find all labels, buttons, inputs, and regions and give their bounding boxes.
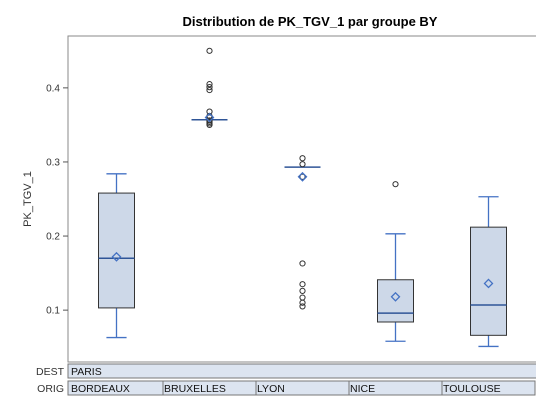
orig-cell-label: LYON xyxy=(257,383,285,395)
y-tick-label: 0.4 xyxy=(46,83,60,94)
outlier-point xyxy=(299,173,306,180)
outlier-point xyxy=(299,161,306,168)
y-tick-label: 0.1 xyxy=(46,306,60,317)
y-axis-label: PK_TGV_1 xyxy=(22,171,34,227)
mean-marker xyxy=(297,171,308,182)
box-series xyxy=(98,47,507,348)
box-bordeaux xyxy=(98,173,135,339)
iqr-box xyxy=(98,192,135,309)
box-nice xyxy=(377,181,414,342)
outlier-point xyxy=(299,260,306,267)
plot-area xyxy=(67,35,536,363)
mean-marker xyxy=(390,291,401,302)
outlier-point xyxy=(299,287,306,294)
orig-label: ORIG xyxy=(37,383,64,395)
outlier-point xyxy=(299,281,306,288)
box-toulouse xyxy=(470,196,507,348)
mean-marker xyxy=(111,251,122,262)
box-lyon xyxy=(284,155,321,310)
outlier-point xyxy=(206,47,213,54)
group-bands: DEST PARIS ORIG BORDEAUX BRUXELLES LYON NICE TO… xyxy=(36,363,536,396)
y-tick-label: 0.2 xyxy=(46,232,60,243)
orig-cell-label: BORDEAUX xyxy=(71,383,130,395)
dest-cell xyxy=(67,363,536,379)
orig-cell xyxy=(441,380,536,396)
orig-cell-label: TOULOUSE xyxy=(443,383,501,395)
box-bruxelles xyxy=(191,47,228,129)
y-tick-label: 0.3 xyxy=(46,157,60,168)
outlier-point xyxy=(206,117,213,124)
orig-cell-label: NICE xyxy=(350,383,375,395)
mean-marker xyxy=(483,278,494,289)
outlier-point xyxy=(206,86,213,94)
y-axis: 0.1 0.2 0.3 0.4 xyxy=(46,83,68,317)
iqr-box xyxy=(470,226,507,336)
outlier-point xyxy=(206,84,213,91)
outlier-point xyxy=(392,181,399,188)
dest-label: DEST xyxy=(36,366,65,378)
outlier-point xyxy=(299,303,306,310)
dest-value: PARIS xyxy=(71,366,102,378)
outlier-point xyxy=(206,81,213,88)
mean-marker xyxy=(204,112,215,123)
orig-cell-label: BRUXELLES xyxy=(164,383,226,395)
outlier-point xyxy=(299,294,306,301)
outlier-point xyxy=(299,155,306,162)
chart-title: Distribution de PK_TGV_1 par groupe BY xyxy=(182,14,438,29)
